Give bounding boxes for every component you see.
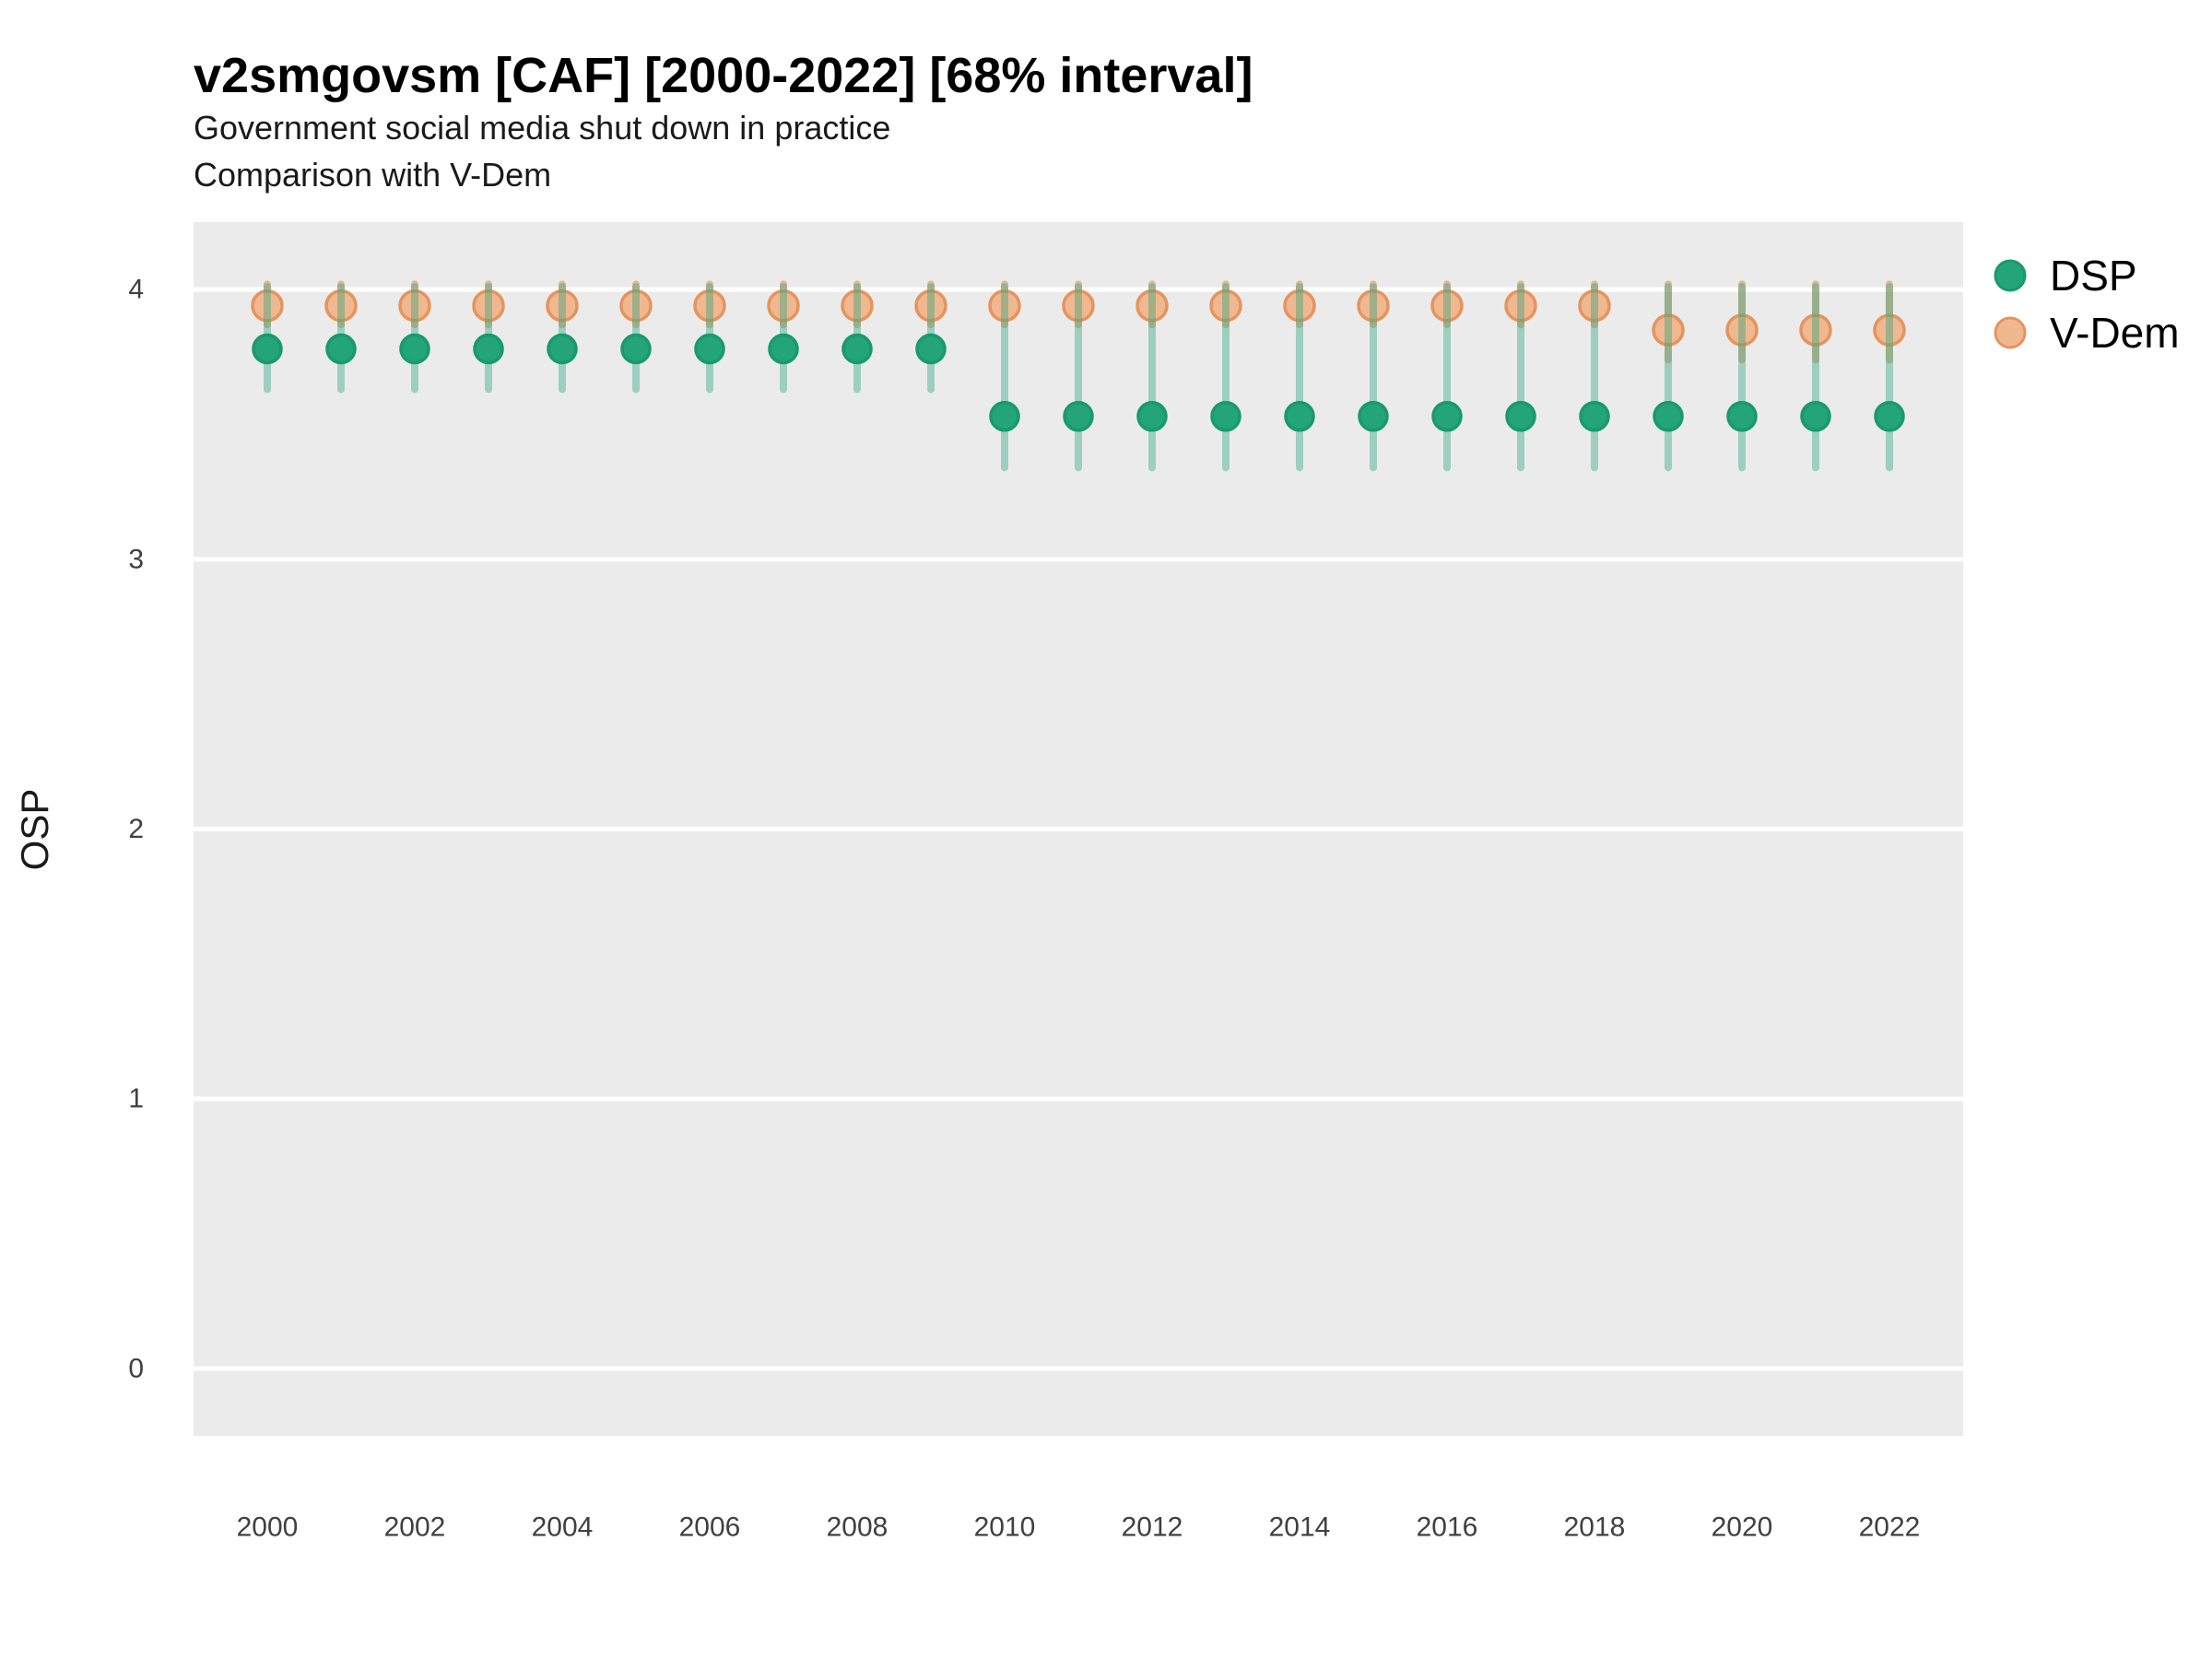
vdem-point-2012 (1135, 288, 1169, 323)
dsp-point-2011 (1063, 400, 1094, 432)
x-tick-label-2012: 2012 (1122, 1512, 1183, 1543)
vdem-point-2002 (398, 288, 431, 323)
vdem-point-2010 (988, 288, 1021, 323)
vdem-point-2006 (693, 288, 726, 323)
vdem-point-2000 (251, 288, 284, 323)
series-layer (251, 280, 1906, 472)
dsp-point-2017 (1505, 400, 1536, 432)
dsp-point-2022 (1874, 400, 1905, 432)
dsp-point-2014 (1284, 400, 1315, 432)
y-tick-label-1: 1 (128, 1084, 144, 1114)
y-tick-label-3: 3 (128, 544, 144, 574)
x-tick-label-2010: 2010 (974, 1512, 1036, 1543)
legend-dsp-label: DSP (2050, 252, 2137, 300)
vdem-point-2008 (841, 288, 874, 323)
vdem-point-2005 (619, 288, 653, 323)
dsp-point-2016 (1431, 400, 1463, 432)
vdem-point-2009 (914, 288, 947, 323)
vdem-point-2007 (767, 288, 800, 323)
legend-vdem-label: V-Dem (2050, 309, 2180, 357)
vdem-point-2004 (546, 288, 579, 323)
x-tick-label-2000: 2000 (237, 1512, 299, 1543)
dsp-point-2000 (252, 333, 283, 365)
dsp-point-2006 (694, 333, 725, 365)
vdem-point-2001 (324, 288, 358, 323)
dsp-point-2005 (620, 333, 652, 365)
dsp-point-2020 (1726, 400, 1758, 432)
vdem-point-2020 (1725, 313, 1759, 347)
y-tick-label-0: 0 (128, 1353, 144, 1383)
dsp-point-2015 (1358, 400, 1389, 432)
dsp-point-2003 (473, 333, 504, 365)
dsp-point-2001 (325, 333, 357, 365)
legend: DSP V-Dem (1994, 252, 2180, 357)
x-tick-label-2022: 2022 (1859, 1512, 1921, 1543)
x-tick-label-2002: 2002 (384, 1512, 446, 1543)
x-tick-label-2006: 2006 (679, 1512, 741, 1543)
vdem-point-2017 (1504, 288, 1537, 323)
y-tick-label-2: 2 (128, 814, 144, 844)
dsp-point-2019 (1653, 400, 1684, 432)
x-tick-label-2016: 2016 (1417, 1512, 1478, 1543)
vdem-point-2013 (1209, 288, 1242, 323)
vdem-point-2003 (472, 288, 505, 323)
y-axis-title: OSP (13, 789, 56, 871)
chart-subtitle-comparison: Comparison with V-Dem (194, 156, 551, 194)
dsp-point-2013 (1210, 400, 1241, 432)
dsp-point-2007 (768, 333, 799, 365)
dsp-point-2009 (915, 333, 947, 365)
vdem-point-2014 (1283, 288, 1316, 323)
vdem-point-2015 (1357, 288, 1390, 323)
vdem-point-2021 (1799, 313, 1832, 347)
dsp-point-2012 (1136, 400, 1168, 432)
x-tick-label-2020: 2020 (1712, 1512, 1773, 1543)
dsp-point-2021 (1800, 400, 1831, 432)
vdem-point-2018 (1578, 288, 1611, 323)
vdem-point-2019 (1652, 313, 1685, 347)
vdem-point-2016 (1430, 288, 1464, 323)
chart-subtitle: Government social media shut down in pra… (194, 109, 890, 147)
dsp-point-2002 (399, 333, 430, 365)
axis-layer: 0 1 2 3 4 2000 2002 2004 2006 2008 2010 2012 2014 201… (128, 275, 1920, 1543)
vdem-point-2022 (1873, 313, 1906, 347)
dsp-point-2008 (841, 333, 873, 365)
y-tick-label-4: 4 (128, 275, 144, 305)
chart-title: v2smgovsm [CAF] [2000-2022] [68% interva… (194, 48, 1253, 103)
vdem-point-2011 (1062, 288, 1095, 323)
legend-vdem-marker-icon (1994, 316, 2027, 349)
dsp-point-2004 (547, 333, 578, 365)
dsp-point-2018 (1579, 400, 1610, 432)
dsp-point-2010 (989, 400, 1020, 432)
x-tick-label-2014: 2014 (1269, 1512, 1331, 1543)
legend-dsp-marker-icon (1994, 259, 2027, 292)
x-tick-label-2018: 2018 (1564, 1512, 1626, 1543)
x-tick-label-2008: 2008 (827, 1512, 888, 1543)
x-tick-label-2004: 2004 (532, 1512, 594, 1543)
